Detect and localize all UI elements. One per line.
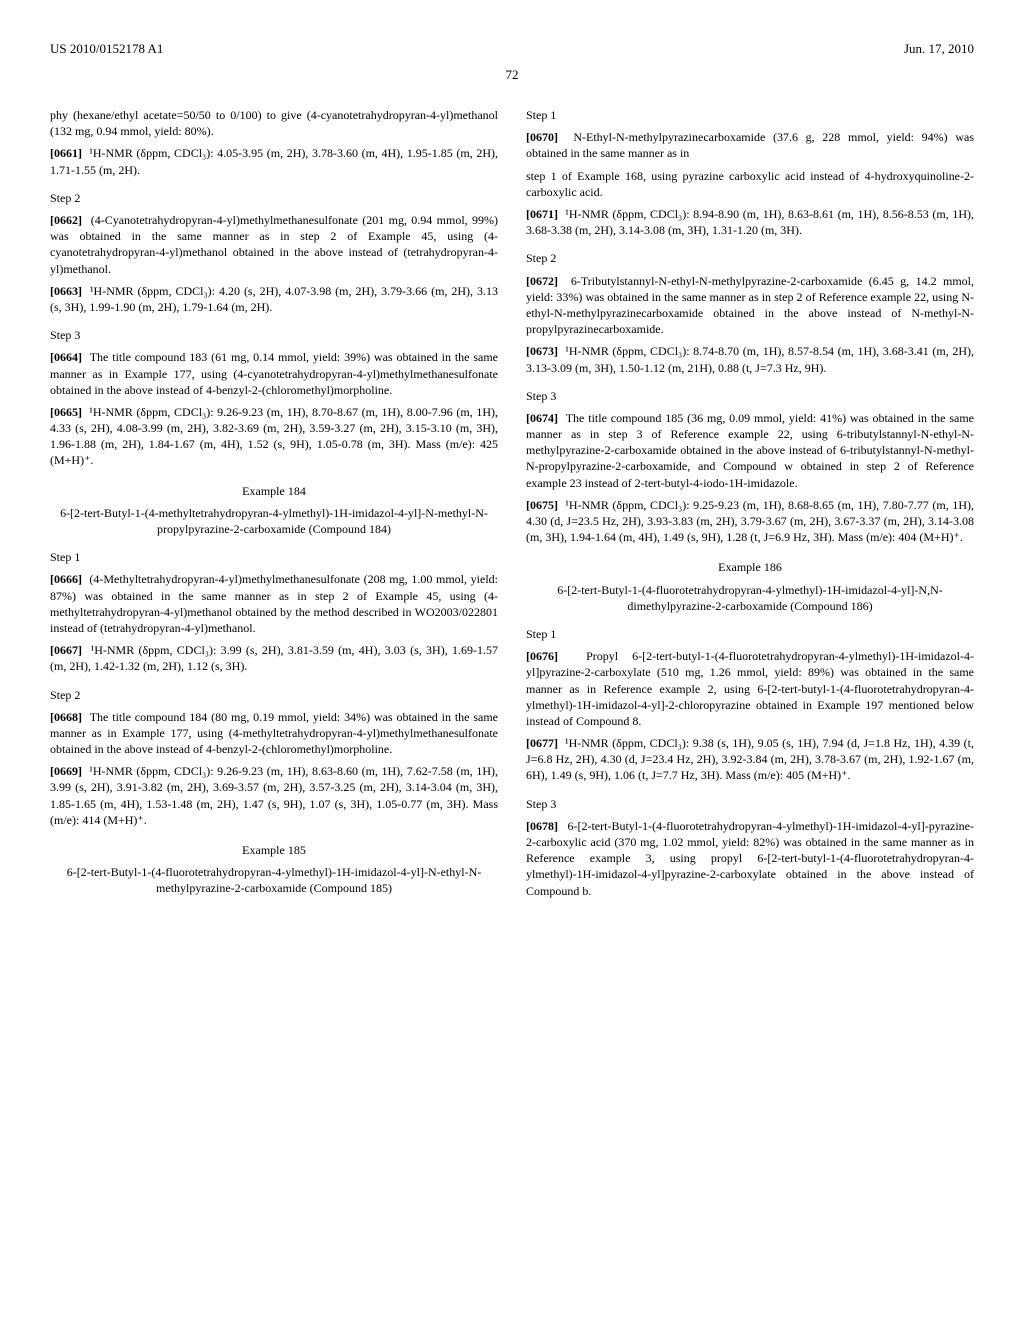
compound-title: 6-[2-tert-Butyl-1-(4-fluorotetrahydropyr… bbox=[526, 582, 974, 614]
para-label: [0664] bbox=[50, 350, 82, 364]
para-text: 6-[2-tert-Butyl-1-(4-fluorotetrahydropyr… bbox=[526, 819, 974, 898]
publication-date: Jun. 17, 2010 bbox=[904, 40, 974, 58]
paragraph-0665: [0665] ¹H-NMR (δppm, CDCl₃): 9.26-9.23 (… bbox=[50, 404, 498, 469]
step-heading: Step 3 bbox=[526, 796, 974, 812]
body-columns: phy (hexane/ethyl acetate=50/50 to 0/100… bbox=[50, 107, 974, 907]
para-text: ¹H-NMR (δppm, CDCl₃): 8.94-8.90 (m, 1H),… bbox=[526, 207, 974, 237]
para-label: [0676] bbox=[526, 649, 558, 663]
para-label: [0678] bbox=[526, 819, 558, 833]
para-label: [0667] bbox=[50, 643, 82, 657]
step-heading: Step 2 bbox=[526, 250, 974, 266]
para-label: [0663] bbox=[50, 284, 82, 298]
continuation-text: phy (hexane/ethyl acetate=50/50 to 0/100… bbox=[50, 107, 498, 139]
para-text: The title compound 184 (80 mg, 0.19 mmol… bbox=[50, 710, 498, 756]
para-text: ¹H-NMR (δppm, CDCl₃): 4.20 (s, 2H), 4.07… bbox=[50, 284, 498, 314]
para-label: [0669] bbox=[50, 764, 82, 778]
page-header: US 2010/0152178 A1 Jun. 17, 2010 bbox=[50, 40, 974, 58]
para-text: Propyl 6-[2-tert-butyl-1-(4-fluorotetrah… bbox=[526, 649, 974, 728]
paragraph-0677: [0677] ¹H-NMR (δppm, CDCl₃): 9.38 (s, 1H… bbox=[526, 735, 974, 784]
para-label: [0668] bbox=[50, 710, 82, 724]
para-text: ¹H-NMR (δppm, CDCl₃): 3.99 (s, 2H), 3.81… bbox=[50, 643, 498, 673]
para-text: The title compound 185 (36 mg, 0.09 mmol… bbox=[526, 411, 974, 490]
paragraph-0663: [0663] ¹H-NMR (δppm, CDCl₃): 4.20 (s, 2H… bbox=[50, 283, 498, 315]
para-text: ¹H-NMR (δppm, CDCl₃): 9.26-9.23 (m, 1H),… bbox=[50, 764, 498, 827]
paragraph-0676: [0676] Propyl 6-[2-tert-butyl-1-(4-fluor… bbox=[526, 648, 974, 729]
para-label: [0662] bbox=[50, 213, 82, 227]
para-text: The title compound 183 (61 mg, 0.14 mmol… bbox=[50, 350, 498, 396]
para-text: 6-Tributylstannyl-N-ethyl-N-methylpyrazi… bbox=[526, 274, 974, 337]
page-number: 72 bbox=[50, 66, 974, 84]
step-heading: Step 3 bbox=[526, 388, 974, 404]
step-heading: Step 2 bbox=[50, 190, 498, 206]
para-label: [0677] bbox=[526, 736, 558, 750]
step-heading: Step 1 bbox=[526, 626, 974, 642]
compound-title: 6-[2-tert-Butyl-1-(4-fluorotetrahydropyr… bbox=[50, 864, 498, 896]
compound-title: 6-[2-tert-Butyl-1-(4-methyltetrahydropyr… bbox=[50, 505, 498, 537]
para-label: [0673] bbox=[526, 344, 558, 358]
paragraph-0669: [0669] ¹H-NMR (δppm, CDCl₃): 9.26-9.23 (… bbox=[50, 763, 498, 828]
para-label: [0666] bbox=[50, 572, 82, 586]
para-text: (4-Methyltetrahydropyran-4-yl)methylmeth… bbox=[50, 572, 498, 635]
paragraph-0668: [0668] The title compound 184 (80 mg, 0.… bbox=[50, 709, 498, 758]
paragraph-0667: [0667] ¹H-NMR (δppm, CDCl₃): 3.99 (s, 2H… bbox=[50, 642, 498, 674]
para-label: [0674] bbox=[526, 411, 558, 425]
paragraph-0662: [0662] (4-Cyanotetrahydropyran-4-yl)meth… bbox=[50, 212, 498, 277]
paragraph-0664: [0664] The title compound 183 (61 mg, 0.… bbox=[50, 349, 498, 398]
para-label: [0665] bbox=[50, 405, 82, 419]
paragraph-0678: [0678] 6-[2-tert-Butyl-1-(4-fluorotetrah… bbox=[526, 818, 974, 899]
step-heading: Step 3 bbox=[50, 327, 498, 343]
step-heading: Step 2 bbox=[50, 687, 498, 703]
para-label: [0670] bbox=[526, 130, 558, 144]
para-label: [0671] bbox=[526, 207, 558, 221]
step-heading: Step 1 bbox=[50, 549, 498, 565]
example-heading: Example 186 bbox=[526, 559, 974, 575]
paragraph-0674: [0674] The title compound 185 (36 mg, 0.… bbox=[526, 410, 974, 491]
paragraph-0661: [0661] ¹H-NMR (δppm, CDCl₃): 4.05-3.95 (… bbox=[50, 145, 498, 177]
para-text: N-Ethyl-N-methylpyrazinecarboxamide (37.… bbox=[526, 130, 974, 160]
para-text: ¹H-NMR (δppm, CDCl₃): 9.38 (s, 1H), 9.05… bbox=[526, 736, 974, 782]
para-text: ¹H-NMR (δppm, CDCl₃): 4.05-3.95 (m, 2H),… bbox=[50, 146, 498, 176]
para-text: ¹H-NMR (δppm, CDCl₃): 8.74-8.70 (m, 1H),… bbox=[526, 344, 974, 374]
example-heading: Example 185 bbox=[50, 842, 498, 858]
para-text: ¹H-NMR (δppm, CDCl₃): 9.26-9.23 (m, 1H),… bbox=[50, 405, 498, 468]
para-text: ¹H-NMR (δppm, CDCl₃): 9.25-9.23 (m, 1H),… bbox=[526, 498, 974, 544]
para-label: [0661] bbox=[50, 146, 82, 160]
paragraph-0673: [0673] ¹H-NMR (δppm, CDCl₃): 8.74-8.70 (… bbox=[526, 343, 974, 375]
para-label: [0675] bbox=[526, 498, 558, 512]
paragraph-0672: [0672] 6-Tributylstannyl-N-ethyl-N-methy… bbox=[526, 273, 974, 338]
paragraph-0675: [0675] ¹H-NMR (δppm, CDCl₃): 9.25-9.23 (… bbox=[526, 497, 974, 546]
para-text: (4-Cyanotetrahydropyran-4-yl)methylmetha… bbox=[50, 213, 498, 276]
paragraph-0671: [0671] ¹H-NMR (δppm, CDCl₃): 8.94-8.90 (… bbox=[526, 206, 974, 238]
paragraph-0666: [0666] (4-Methyltetrahydropyran-4-yl)met… bbox=[50, 571, 498, 636]
example-heading: Example 184 bbox=[50, 483, 498, 499]
continuation-text: step 1 of Example 168, using pyrazine ca… bbox=[526, 168, 974, 200]
para-label: [0672] bbox=[526, 274, 558, 288]
paragraph-0670: [0670] N-Ethyl-N-methylpyrazinecarboxami… bbox=[526, 129, 974, 161]
publication-number: US 2010/0152178 A1 bbox=[50, 40, 163, 58]
step-heading: Step 1 bbox=[526, 107, 974, 123]
